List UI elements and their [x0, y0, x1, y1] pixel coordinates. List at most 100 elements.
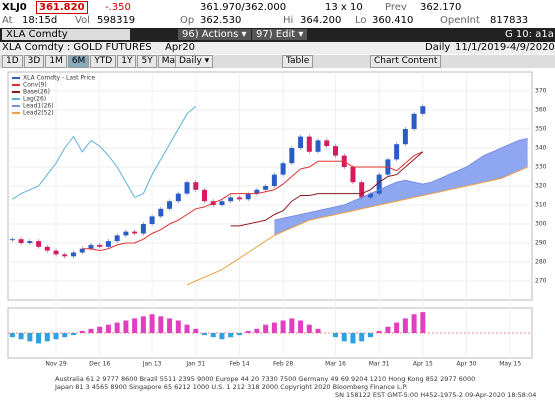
- footer-line: Australia 61 2 9777 8600 Brazil 5511 239…: [55, 375, 476, 383]
- chart: 270 280 290 300 310 320 330 340 350 360 370 Nov 29 D…: [7, 71, 547, 368]
- legend-label: Lead1(26): [23, 103, 54, 110]
- histogram-bar: [105, 324, 111, 333]
- histogram-bar: [315, 328, 321, 333]
- candle: [236, 197, 242, 200]
- histogram-bar: [271, 322, 277, 333]
- legend-label: Base(26): [23, 89, 50, 96]
- candle: [53, 250, 59, 255]
- histogram-bar: [44, 333, 50, 342]
- histogram-bar: [359, 333, 365, 342]
- edit-menu[interactable]: 97) Edit ▾: [252, 29, 308, 40]
- histogram-bar: [376, 330, 382, 333]
- candle: [27, 241, 33, 243]
- range-button[interactable]: 5Y: [137, 55, 157, 68]
- footer-line: SN 158122 EST GMT-5:00 H452-1975-2 09-Ap…: [335, 391, 537, 399]
- footer: Australia 61 2 9777 8600 Brazil 5511 239…: [55, 375, 536, 399]
- candle: [280, 163, 286, 175]
- range-button[interactable]: 3D: [23, 55, 45, 68]
- range-button[interactable]: 1D: [2, 55, 23, 68]
- candle: [175, 193, 181, 202]
- candle: [123, 231, 129, 236]
- frequency[interactable]: Daily ▾: [175, 55, 214, 68]
- histogram-bar: [280, 320, 286, 333]
- series-line: [12, 105, 197, 200]
- range-button[interactable]: 1Y: [117, 55, 137, 68]
- x-tick-label: Jan 31: [185, 361, 205, 368]
- histogram-bar: [9, 333, 15, 338]
- y-tick-label: 340: [535, 145, 547, 152]
- table-button[interactable]: Table: [282, 55, 314, 68]
- histogram-bar: [245, 330, 251, 333]
- open: 362.530: [200, 15, 242, 26]
- candle: [132, 231, 138, 234]
- candle: [359, 182, 365, 198]
- candle: [114, 235, 120, 242]
- period: Daily: [425, 42, 451, 53]
- histogram-bar: [289, 318, 295, 333]
- y-tick-label: 310: [535, 202, 547, 209]
- candle: [271, 174, 277, 186]
- candle: [228, 197, 234, 202]
- y-tick-label: 300: [535, 221, 547, 228]
- label: At: [2, 15, 13, 26]
- label: Lo: [355, 15, 367, 26]
- histogram-bar: [123, 320, 129, 333]
- candle: [193, 182, 199, 190]
- candle: [18, 239, 24, 243]
- label: Vol: [75, 15, 90, 26]
- histogram-bar: [132, 318, 138, 333]
- histogram-bar: [263, 324, 269, 333]
- histogram-bar: [18, 333, 24, 340]
- range-button[interactable]: 6M: [67, 55, 90, 68]
- change: -.350: [105, 2, 131, 13]
- security-field[interactable]: XLA Comdty: [2, 29, 130, 40]
- y-tick-label: 280: [535, 259, 547, 266]
- histogram-bar: [149, 314, 155, 333]
- last-price: 361.820: [36, 1, 88, 14]
- chart-content-button[interactable]: Chart Content: [370, 55, 442, 68]
- candle: [333, 146, 338, 156]
- series-line: [82, 151, 424, 252]
- date-range: 11/1/2019-4/9/2020: [455, 42, 555, 53]
- histogram-bar: [97, 326, 103, 333]
- x-tick-label: Feb 14: [229, 361, 249, 368]
- y-tick-label: 360: [535, 107, 547, 114]
- histogram-bar: [228, 333, 234, 338]
- toolbar: XLA Comdty 96) Actions ▾ 97) Edit ▾: [0, 28, 555, 42]
- candle: [402, 129, 408, 145]
- candle: [315, 140, 321, 152]
- y-tick-label: 270: [535, 278, 547, 285]
- candle: [420, 106, 426, 114]
- histogram-bar: [202, 333, 207, 336]
- candle: [254, 189, 260, 194]
- candle: [376, 174, 382, 194]
- histogram-bar: [36, 333, 42, 344]
- candle: [71, 252, 76, 257]
- histogram-bar: [71, 333, 76, 336]
- candle: [44, 246, 50, 251]
- histogram-bar: [88, 328, 94, 333]
- volume: 598319: [97, 15, 136, 26]
- histogram-bar: [53, 333, 59, 340]
- candle: [245, 193, 251, 200]
- size: 13 x 10: [325, 2, 363, 13]
- candle: [167, 201, 173, 209]
- x-tick-label: Apr 30: [457, 361, 477, 368]
- histogram-bar: [219, 333, 225, 340]
- range-button[interactable]: YTD: [90, 55, 117, 68]
- y-tick-label: 290: [535, 240, 547, 247]
- x-tick-label: Apr 15: [413, 361, 433, 368]
- actions-menu[interactable]: 96) Actions ▾: [178, 29, 251, 40]
- candle: [367, 193, 373, 198]
- quote-header: XLJ0 361.820 -.350 361.970/362.000 13 x …: [0, 0, 555, 28]
- candle: [411, 113, 417, 129]
- histogram-bar: [411, 314, 417, 333]
- x-tick-label: Feb 28: [273, 361, 293, 368]
- contract: Apr20: [165, 42, 196, 53]
- histogram-bar: [62, 333, 68, 338]
- candle: [289, 148, 295, 164]
- candle: [149, 216, 155, 224]
- candle: [79, 248, 85, 253]
- range-button[interactable]: 1M: [45, 55, 67, 68]
